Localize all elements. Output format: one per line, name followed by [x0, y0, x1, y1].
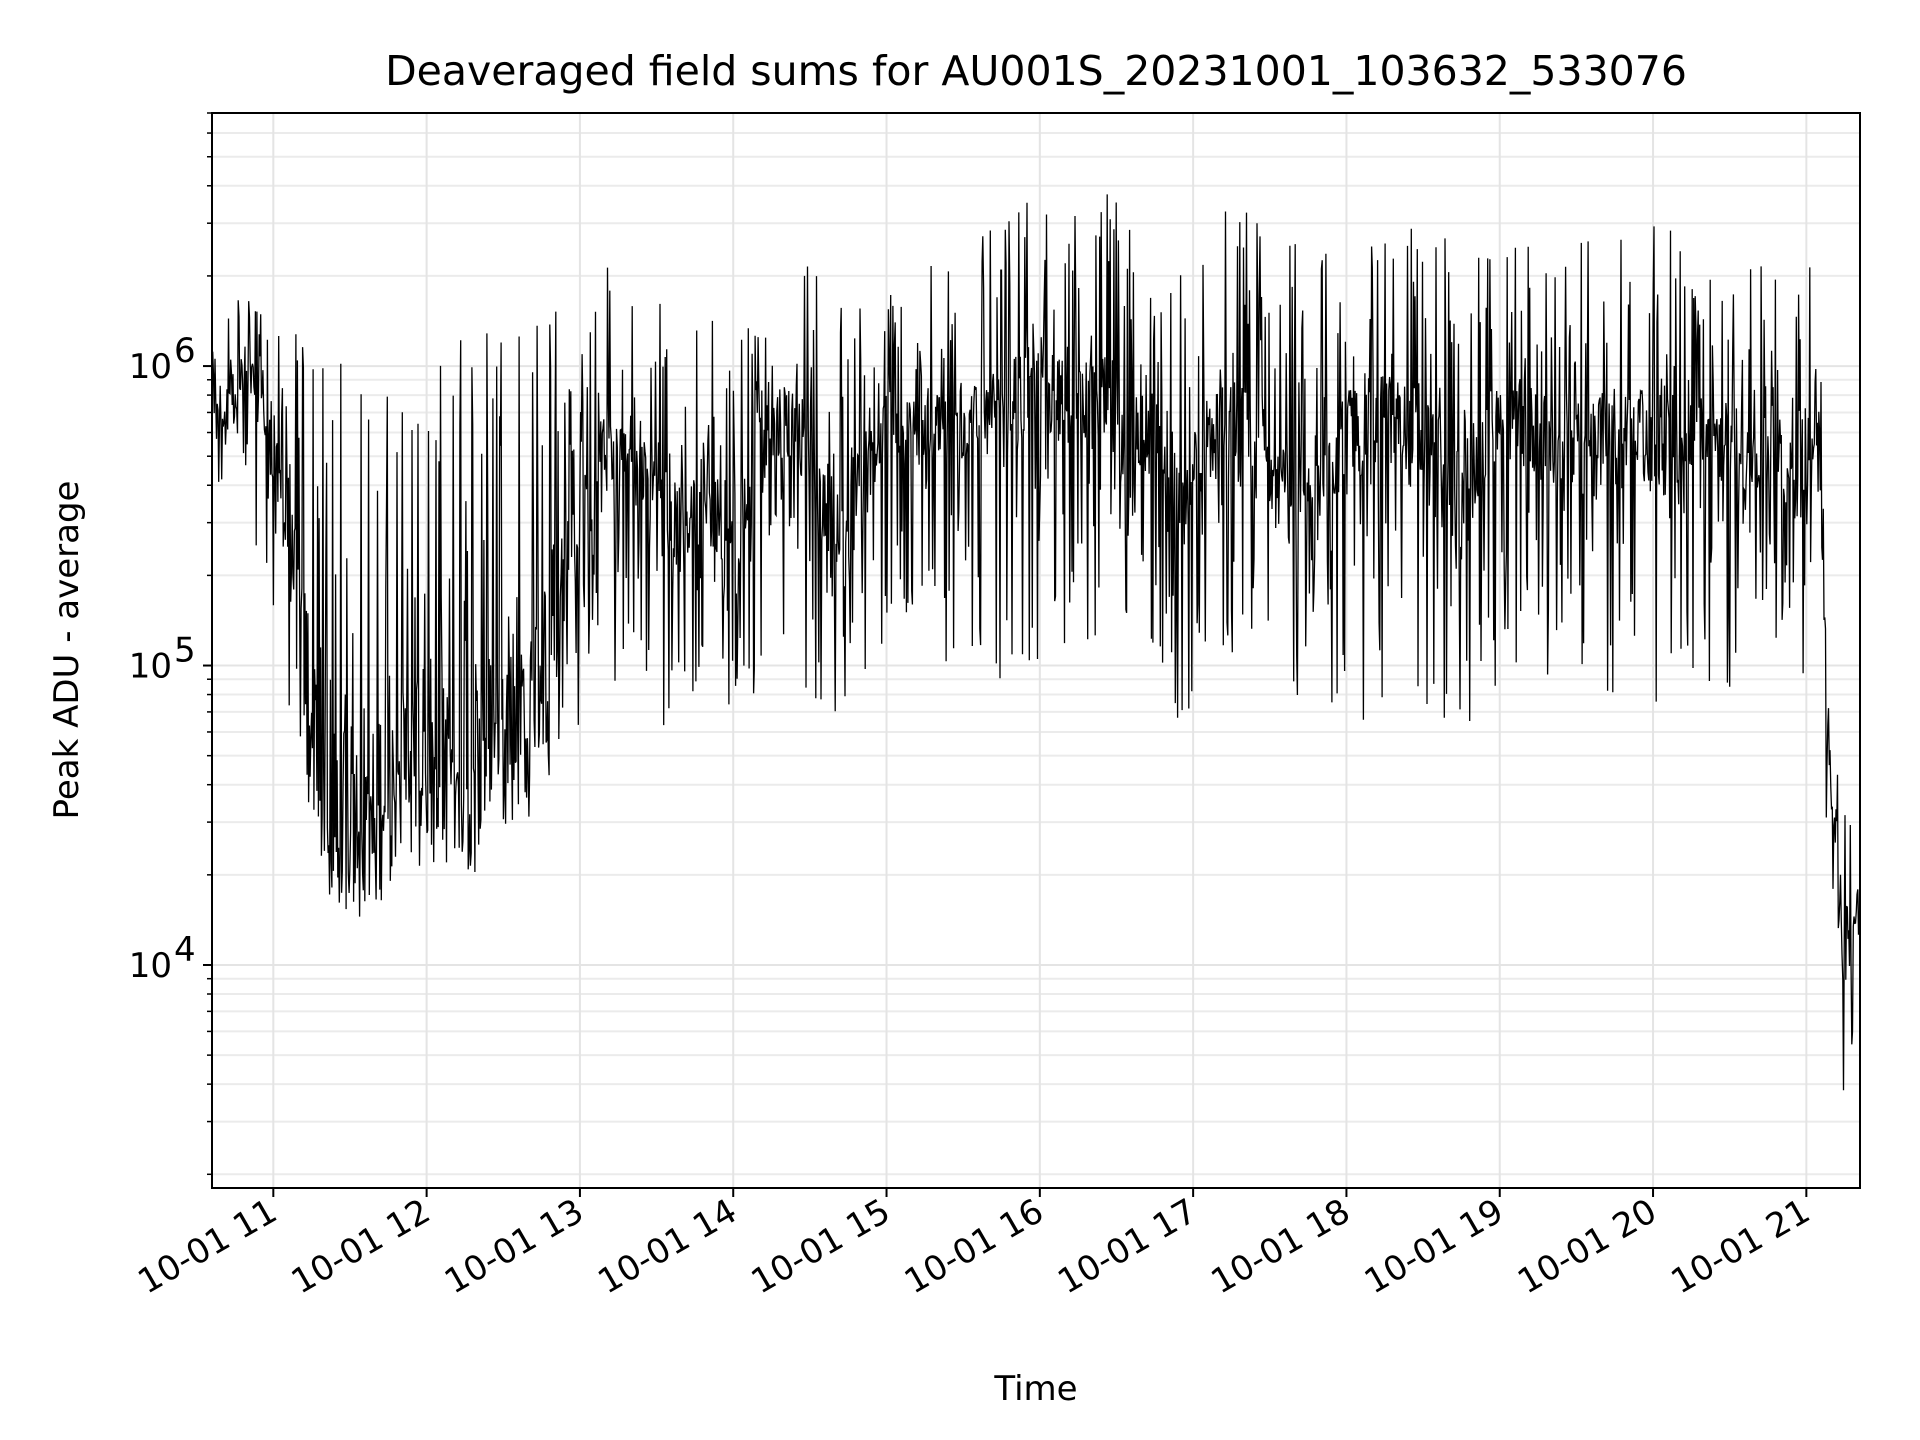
y-tick-exponent: 4 — [174, 930, 196, 970]
y-tick-label: 10 — [129, 647, 172, 687]
plot-frame — [211, 112, 1861, 1189]
y-tick-label: 10 — [129, 946, 172, 986]
y-tick-exponent: 5 — [174, 631, 196, 671]
y-tick-label: 10 — [129, 347, 172, 387]
x-axis-label: Time — [993, 1369, 1077, 1409]
y-tick-exponent: 6 — [174, 331, 196, 371]
major-grid — [212, 113, 1860, 1188]
series-line — [212, 194, 1860, 1091]
chart-title: Deaveraged field sums for AU001S_2023100… — [385, 47, 1687, 95]
y-axis-label: Peak ADU - average — [47, 481, 87, 820]
series-layer — [212, 194, 1860, 1091]
